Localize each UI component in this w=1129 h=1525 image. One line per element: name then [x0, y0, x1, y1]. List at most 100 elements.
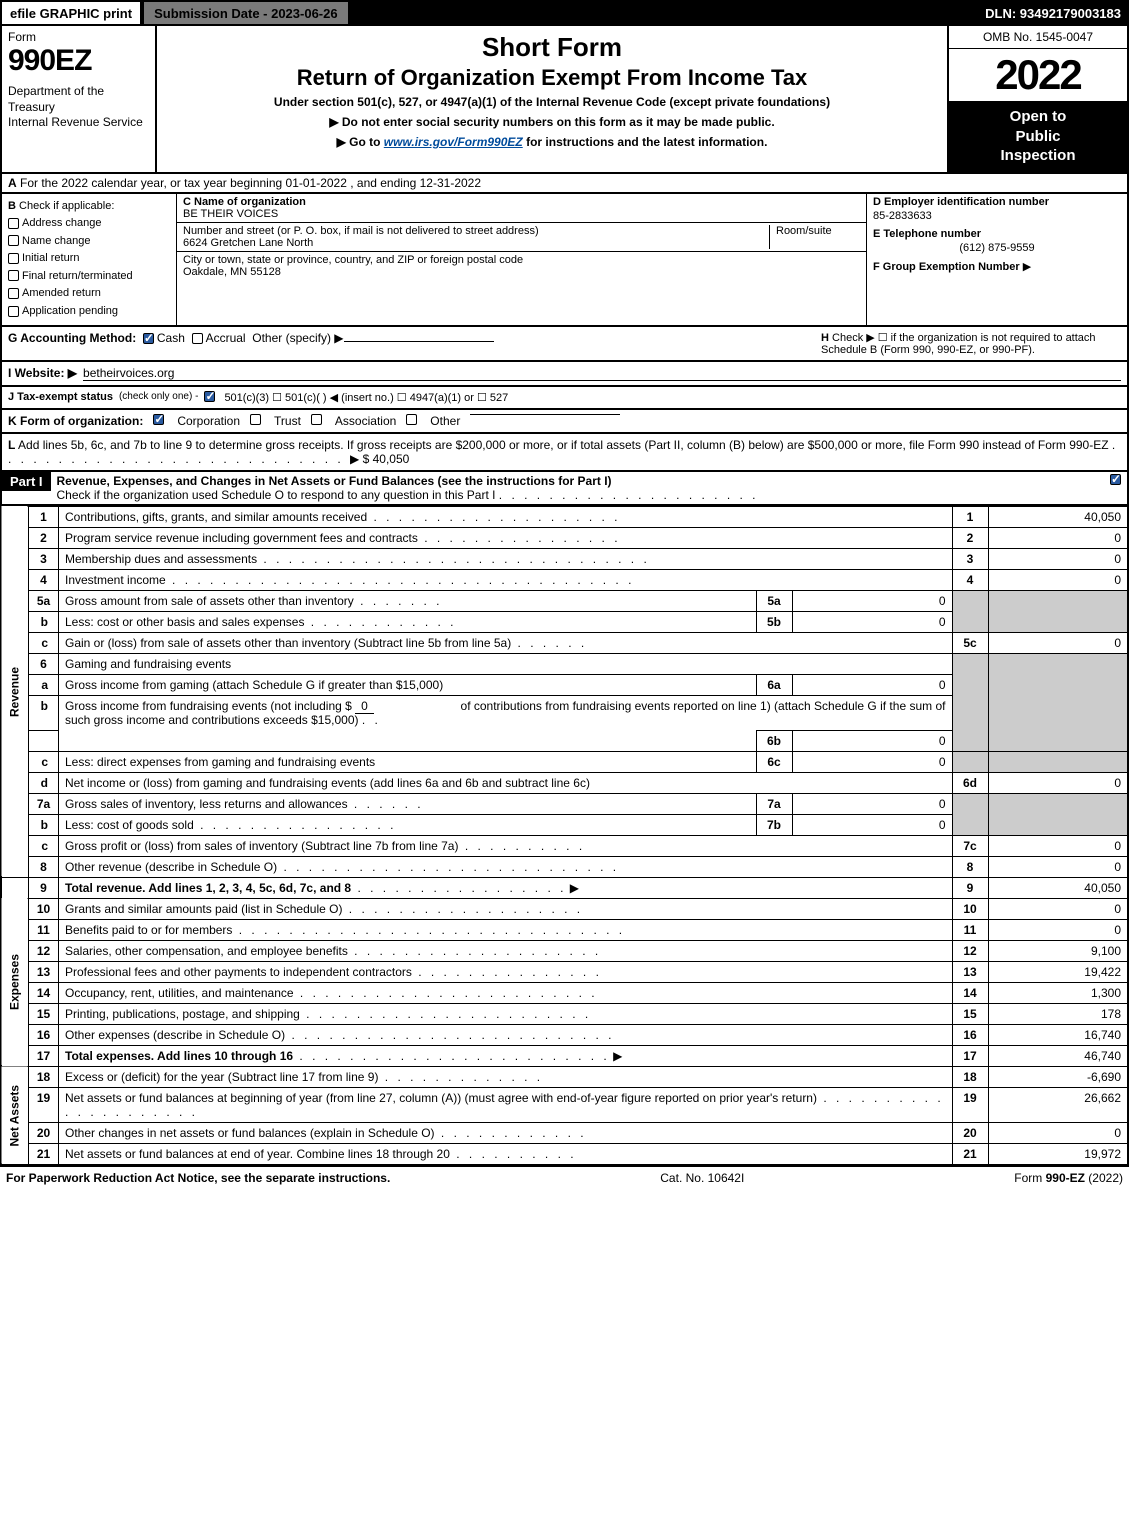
- chk-trust[interactable]: [250, 414, 261, 425]
- line-5a-value: 0: [792, 590, 952, 611]
- part-i-header: Part I Revenue, Expenses, and Changes in…: [0, 472, 1129, 506]
- line-6b-amount: 0: [355, 699, 374, 714]
- row-l-gross-receipts: L Add lines 5b, 6c, and 7b to line 9 to …: [0, 434, 1129, 472]
- line-5c-desc: Gain or (loss) from sale of assets other…: [65, 636, 511, 650]
- line-3-desc: Membership dues and assessments: [65, 552, 257, 566]
- chk-501c3[interactable]: [204, 391, 215, 402]
- chk-association[interactable]: [311, 414, 322, 425]
- header-center: Short Form Return of Organization Exempt…: [157, 26, 947, 172]
- line-2-value: 0: [988, 527, 1128, 548]
- line-18-value: -6,690: [988, 1066, 1128, 1087]
- line-1-value: 40,050: [988, 506, 1128, 527]
- irs-link[interactable]: www.irs.gov/Form990EZ: [384, 135, 523, 149]
- line-20-desc: Other changes in net assets or fund bala…: [65, 1126, 435, 1140]
- line-10-desc: Grants and similar amounts paid (list in…: [65, 902, 342, 916]
- line-5a-desc: Gross amount from sale of assets other t…: [65, 594, 354, 608]
- line-14-desc: Occupancy, rent, utilities, and maintena…: [65, 986, 294, 1000]
- website-value[interactable]: betheirvoices.org: [83, 366, 1121, 381]
- chk-other-org[interactable]: [406, 414, 417, 425]
- chk-amended-return[interactable]: [8, 288, 19, 299]
- l-text: Add lines 5b, 6c, and 7b to line 9 to de…: [18, 438, 1109, 452]
- chk-accrual[interactable]: [192, 333, 203, 344]
- line-12-desc: Salaries, other compensation, and employ…: [65, 944, 348, 958]
- line-2-desc: Program service revenue including govern…: [65, 531, 418, 545]
- footer-cat-no: Cat. No. 10642I: [660, 1171, 744, 1185]
- line-7a-value: 0: [792, 793, 952, 814]
- chk-application-pending[interactable]: [8, 306, 19, 317]
- line-6-desc: Gaming and fundraising events: [65, 657, 231, 671]
- line-9-value: 40,050: [988, 877, 1128, 898]
- column-b-checkboxes: B Check if applicable: Address change Na…: [2, 194, 177, 325]
- header-right: OMB No. 1545-0047 2022 Open to Public In…: [947, 26, 1127, 172]
- row-i-website: I Website: ▶ betheirvoices.org: [0, 362, 1129, 387]
- city-label: City or town, state or province, country…: [183, 254, 523, 266]
- line-18-desc: Excess or (deficit) for the year (Subtra…: [65, 1070, 378, 1084]
- l-value: ▶ $ 40,050: [350, 452, 409, 466]
- line-6a-desc: Gross income from gaming (attach Schedul…: [65, 678, 443, 692]
- h-label: H: [821, 332, 829, 344]
- chk-address-change[interactable]: [8, 218, 19, 229]
- group-exemption-label: F Group Exemption Number ▶: [873, 260, 1121, 273]
- lbl-other-specify: Other (specify) ▶: [252, 331, 343, 345]
- chk-initial-return[interactable]: [8, 253, 19, 264]
- omb-number: OMB No. 1545-0047: [949, 26, 1127, 49]
- org-name-label: C Name of organization: [183, 196, 306, 208]
- line-13-desc: Professional fees and other payments to …: [65, 965, 412, 979]
- row-j-tax-exempt: J Tax-exempt status (check only one) - 5…: [0, 387, 1129, 410]
- form-org-label: K Form of organization:: [8, 414, 143, 428]
- line-11-value: 0: [988, 919, 1128, 940]
- line-7c-value: 0: [988, 835, 1128, 856]
- tax-exempt-note: (check only one) -: [119, 391, 198, 402]
- ein-label: D Employer identification number: [873, 196, 1121, 208]
- ein-value: 85-2833633: [873, 208, 1121, 228]
- part-i-title: Revenue, Expenses, and Changes in Net As…: [57, 474, 612, 488]
- lbl-cash: Cash: [157, 331, 185, 345]
- line-7b-desc: Less: cost of goods sold: [65, 818, 194, 832]
- lbl-application-pending: Application pending: [22, 305, 118, 317]
- lbl-corporation: Corporation: [177, 414, 240, 428]
- line-15-value: 178: [988, 1003, 1128, 1024]
- chk-final-return[interactable]: [8, 270, 19, 281]
- title-return: Return of Organization Exempt From Incom…: [165, 65, 939, 91]
- h-text: Check ▶ ☐ if the organization is not req…: [821, 332, 1096, 356]
- chk-schedule-o[interactable]: [1110, 474, 1121, 485]
- lines-table: Revenue 1 Contributions, gifts, grants, …: [0, 506, 1129, 1166]
- line-13-value: 19,422: [988, 961, 1128, 982]
- row-k-form-org: K Form of organization: Corporation Trus…: [0, 410, 1129, 434]
- tax-year: 2022: [949, 49, 1127, 101]
- line-16-value: 16,740: [988, 1024, 1128, 1045]
- form-header: Form 990EZ Department of the Treasury In…: [0, 26, 1129, 174]
- line-17-value: 46,740: [988, 1045, 1128, 1066]
- phone-label: E Telephone number: [873, 228, 1121, 240]
- chk-corporation[interactable]: [153, 414, 164, 425]
- efile-print-label[interactable]: efile GRAPHIC print: [0, 0, 142, 26]
- block-bcd: B Check if applicable: Address change Na…: [0, 194, 1129, 327]
- line-6c-value: 0: [792, 751, 952, 772]
- line-6d-value: 0: [988, 772, 1128, 793]
- line-9-desc: Total revenue. Add lines 1, 2, 3, 4, 5c,…: [65, 881, 351, 895]
- lbl-address-change: Address change: [22, 217, 102, 229]
- lbl-final-return: Final return/terminated: [22, 270, 133, 282]
- revenue-section-label: Revenue: [1, 506, 29, 877]
- website-label: I Website: ▶: [8, 366, 77, 380]
- line-7b-value: 0: [792, 814, 952, 835]
- title-short-form: Short Form: [165, 32, 939, 63]
- line-20-value: 0: [988, 1122, 1128, 1143]
- line-14-value: 1,300: [988, 982, 1128, 1003]
- phone-value: (612) 875-9559: [873, 240, 1121, 260]
- chk-cash[interactable]: [143, 333, 154, 344]
- open-to-public: Open to Public Inspection: [949, 101, 1127, 172]
- accounting-method-label: G Accounting Method:: [8, 331, 136, 345]
- line-17-desc: Total expenses. Add lines 10 through 16: [65, 1049, 293, 1063]
- org-name-value: BE THEIR VOICES: [183, 208, 278, 220]
- line-3-value: 0: [988, 548, 1128, 569]
- goto-note: ▶ Go to www.irs.gov/Form990EZ for instru…: [165, 135, 939, 149]
- chk-name-change[interactable]: [8, 235, 19, 246]
- line-16-desc: Other expenses (describe in Schedule O): [65, 1028, 285, 1042]
- line-11-desc: Benefits paid to or for members: [65, 923, 232, 937]
- line-21-desc: Net assets or fund balances at end of ye…: [65, 1147, 450, 1161]
- line-6c-desc: Less: direct expenses from gaming and fu…: [65, 755, 375, 769]
- city-value: Oakdale, MN 55128: [183, 266, 281, 278]
- lbl-association: Association: [335, 414, 396, 428]
- line-10-value: 0: [988, 898, 1128, 919]
